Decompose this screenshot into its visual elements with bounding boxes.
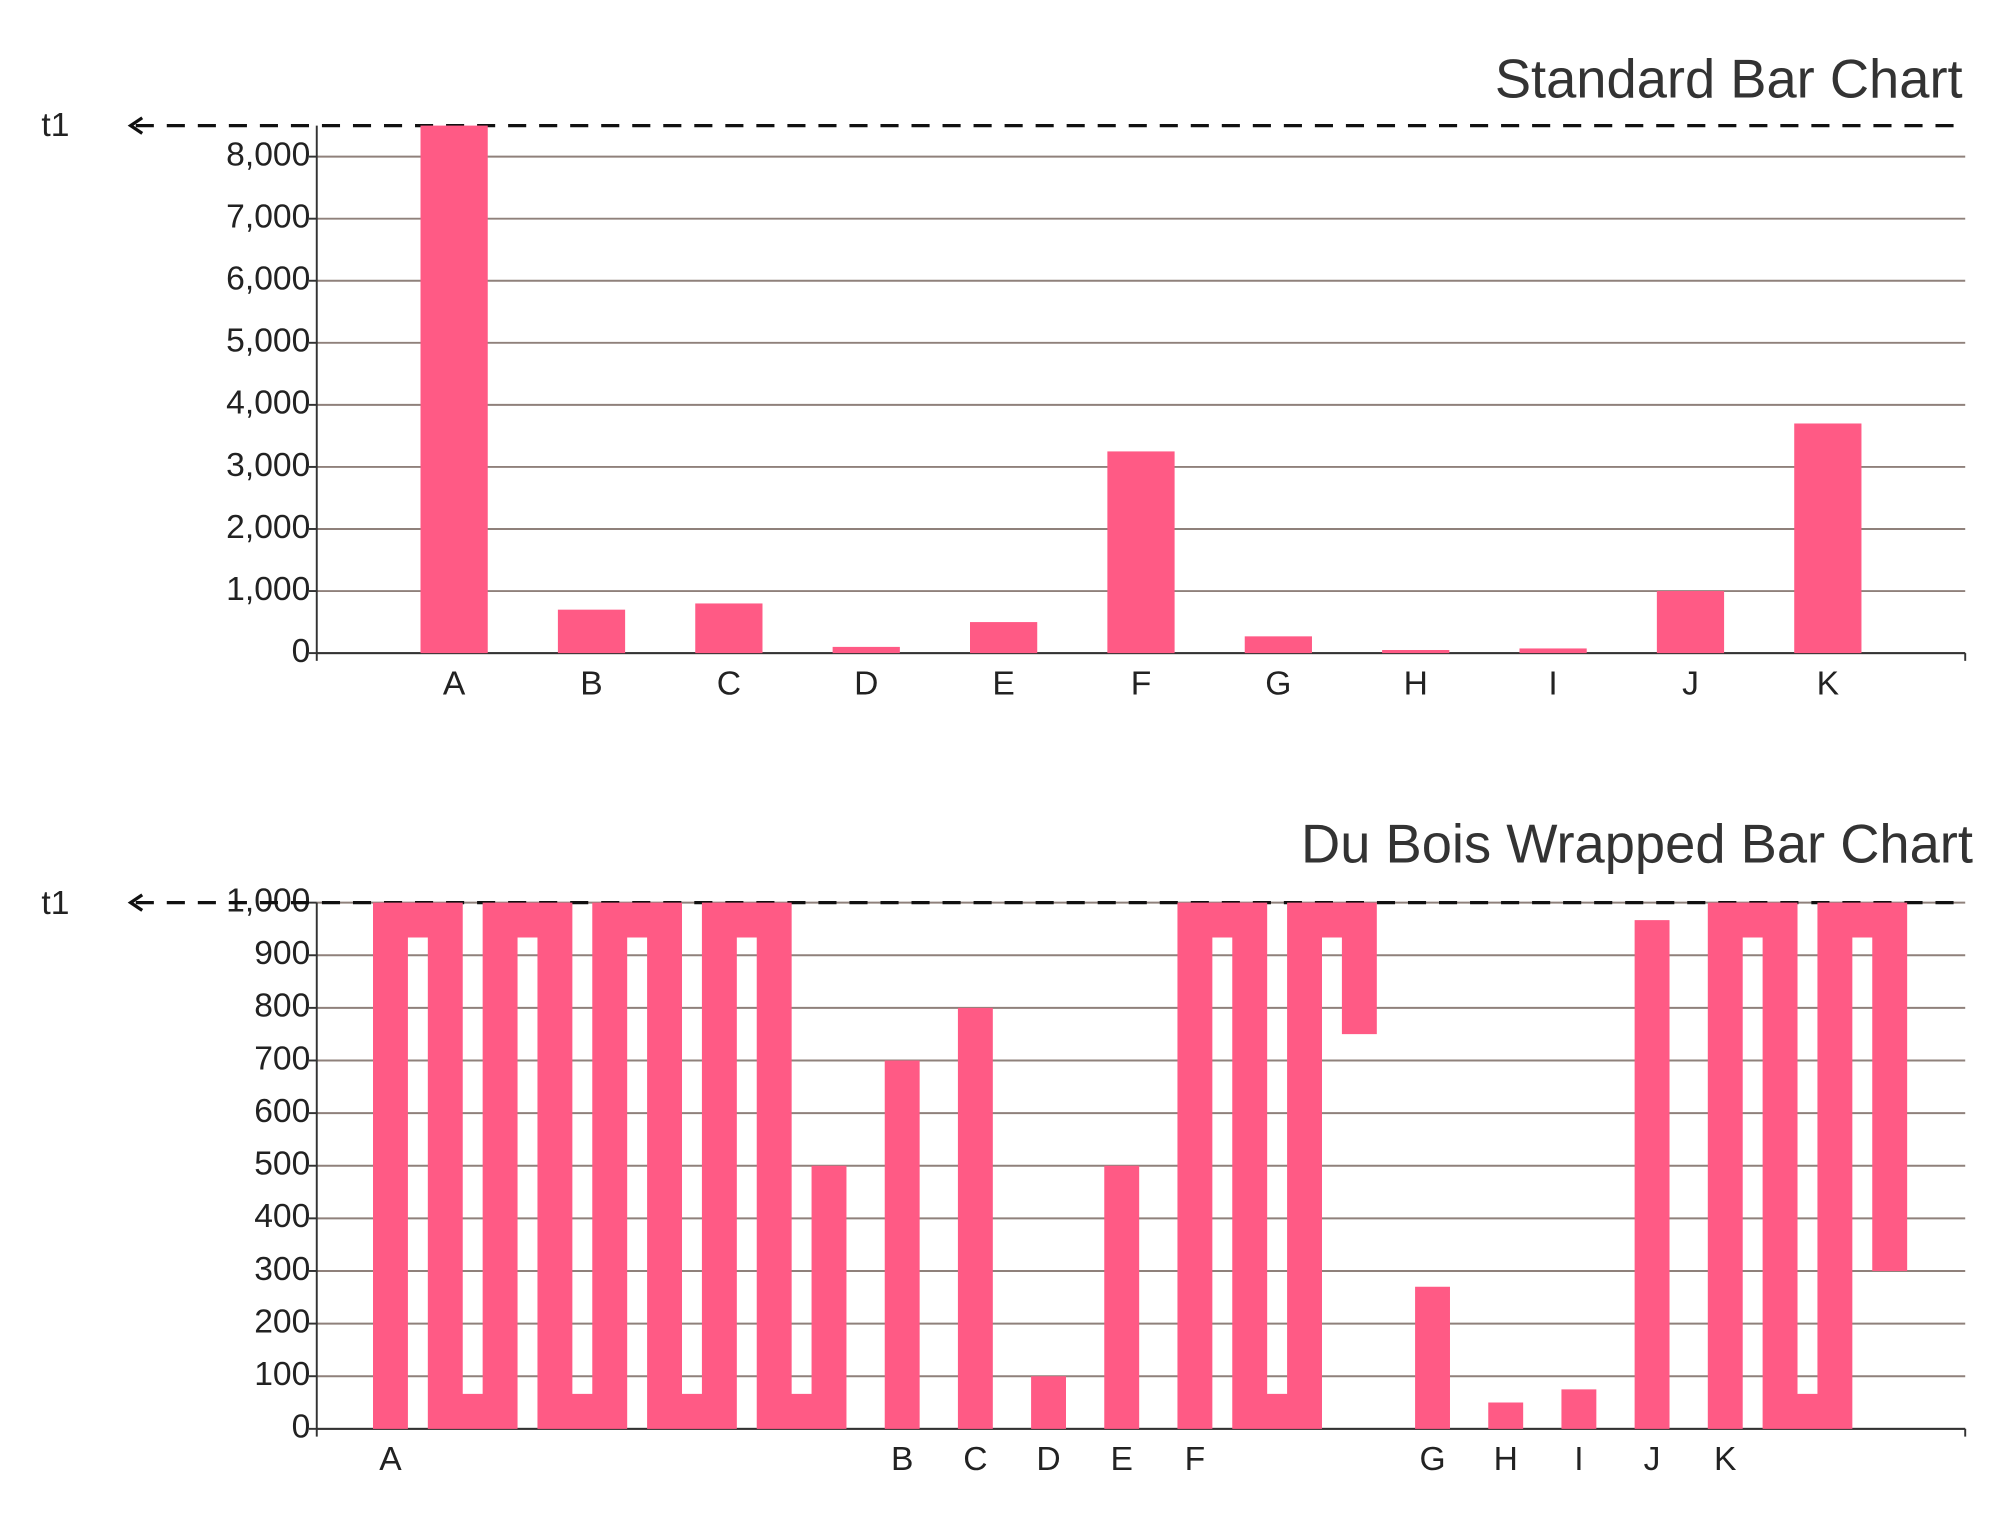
wrapped-bar <box>373 902 847 1429</box>
y-tick-label: 300 <box>254 1251 310 1288</box>
y-tick-label: 0 <box>292 633 311 670</box>
x-tick-label: B <box>891 1441 913 1478</box>
bar <box>1244 636 1312 654</box>
y-tick-label: 800 <box>254 988 310 1025</box>
y-tick-label: 2,000 <box>226 509 310 546</box>
x-tick-label: C <box>717 665 741 702</box>
y-tick-label: 500 <box>254 1146 310 1183</box>
chart-title: Standard Bar Chart <box>1495 48 1963 109</box>
bar <box>832 646 900 654</box>
bar <box>420 125 488 654</box>
y-tick-label: 900 <box>254 935 310 972</box>
y-tick-label: 5,000 <box>226 323 310 360</box>
x-tick-label: H <box>1494 1441 1518 1478</box>
arrow-head <box>127 116 144 135</box>
y-tick-label: 1,000 <box>226 571 310 608</box>
wrapped-bar <box>1177 902 1377 1429</box>
arrow-head <box>127 893 144 912</box>
bar <box>1107 451 1175 654</box>
x-tick-label: A <box>379 1441 402 1478</box>
y-tick-label: 400 <box>254 1198 310 1235</box>
x-tick-label: D <box>854 665 878 702</box>
bar <box>695 603 763 654</box>
y-tick-label: 1,000 <box>226 883 310 920</box>
y-tick-label: 200 <box>254 1303 310 1340</box>
wrapped-bar <box>1707 902 1908 1429</box>
y-tick-label: 0 <box>292 1409 311 1446</box>
x-tick-label: E <box>1111 1441 1133 1478</box>
x-tick-label: F <box>1131 665 1152 702</box>
x-tick-label: G <box>1419 1441 1445 1478</box>
x-tick-label: E <box>992 665 1014 702</box>
x-tick-label: A <box>443 665 466 702</box>
chart-title: Du Bois Wrapped Bar Chart <box>1301 814 1973 875</box>
y-tick-label: 4,000 <box>226 385 310 422</box>
annotation: t1 <box>41 885 69 922</box>
bar <box>1519 648 1587 654</box>
x-tick-label: I <box>1574 1441 1583 1478</box>
bar <box>970 622 1038 654</box>
y-tick-label: 7,000 <box>226 199 310 236</box>
y-tick-label: 100 <box>254 1356 310 1393</box>
x-tick-label: I <box>1548 665 1557 702</box>
x-tick-label: H <box>1404 665 1428 702</box>
y-tick-label: 8,000 <box>226 137 310 174</box>
y-tick-label: 3,000 <box>226 447 310 484</box>
x-tick-label: K <box>1714 1441 1737 1478</box>
x-tick-label: B <box>580 665 602 702</box>
y-tick-label: 700 <box>254 1040 310 1077</box>
x-tick-label: J <box>1644 1441 1661 1478</box>
x-tick-label: D <box>1036 1441 1060 1478</box>
bar <box>1794 423 1862 654</box>
bar <box>557 609 626 654</box>
x-tick-label: F <box>1185 1441 1206 1478</box>
annotation: t1 <box>41 107 69 144</box>
x-tick-label: G <box>1265 665 1291 702</box>
y-tick-label: 6,000 <box>226 261 310 298</box>
bar <box>1382 650 1450 654</box>
x-tick-label: J <box>1682 665 1699 702</box>
x-tick-label: C <box>963 1441 987 1478</box>
x-tick-label: K <box>1817 665 1840 702</box>
y-tick-label: 600 <box>254 1093 310 1130</box>
bar <box>1656 591 1725 654</box>
